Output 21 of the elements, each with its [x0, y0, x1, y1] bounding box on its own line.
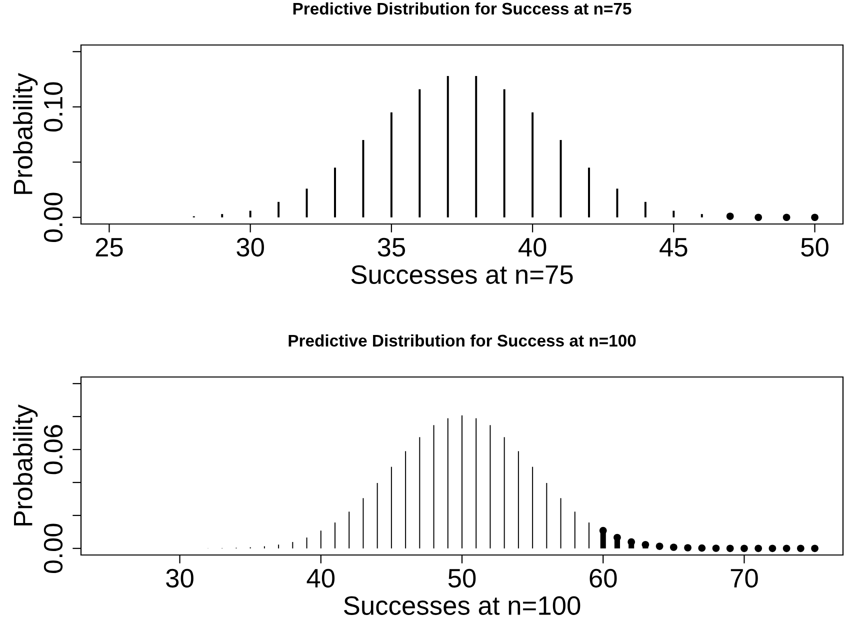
x-tick-label: 40 [518, 238, 546, 257]
chart-title: Predictive Distribution for Success at n=75 [293, 2, 632, 15]
y-tick-label: 0.00 [44, 524, 63, 574]
x-axis-title: Successes at n=100 [344, 596, 580, 615]
y-tick-label: 0.10 [44, 82, 63, 132]
x-tick-label: 30 [236, 238, 264, 257]
x-tick-label: 30 [166, 568, 194, 588]
x-tick-label: 25 [96, 238, 123, 257]
x-tick-label: 50 [801, 238, 828, 257]
y-axis-title: Probability [13, 404, 38, 526]
x-tick-label: 45 [660, 238, 688, 257]
x-tick-label: 40 [306, 568, 335, 588]
x-tick-label: 70 [730, 568, 758, 588]
y-tick-label: 0.06 [44, 424, 63, 474]
x-tick-label: 50 [448, 568, 476, 588]
x-axis-title: Successes at n=75 [351, 265, 573, 284]
y-tick-label: 0.00 [44, 192, 63, 242]
x-tick-label: 60 [590, 568, 617, 588]
x-tick-label: 35 [378, 238, 406, 257]
chart-title: Predictive Distribution for Success at n=100 [288, 334, 636, 347]
y-axis-title: Probability [13, 72, 38, 194]
